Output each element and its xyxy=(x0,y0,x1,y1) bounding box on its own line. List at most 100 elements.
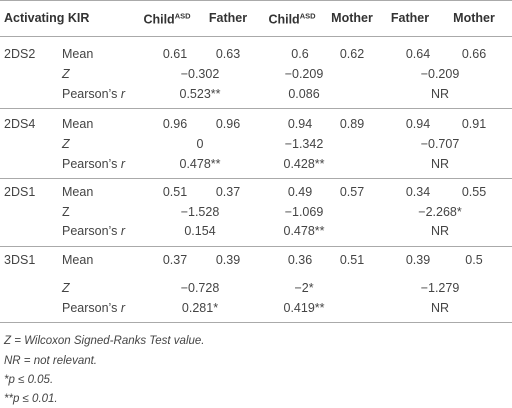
rule xyxy=(0,108,512,109)
header-cell: ChildASD xyxy=(268,9,315,28)
cell: 0.49 xyxy=(287,185,313,199)
cell: 0.39 xyxy=(215,253,241,267)
row-label-text: Mean xyxy=(62,117,94,131)
header-text: Child xyxy=(143,12,175,27)
cell: 0.94 xyxy=(405,117,431,131)
cell: −1.342 xyxy=(284,137,324,151)
row-label-text: Mean xyxy=(62,253,94,267)
cell: 0.154 xyxy=(184,224,216,238)
header-text: Father xyxy=(390,11,430,25)
cell: 0.57 xyxy=(339,185,365,199)
row-label-text: Z xyxy=(62,281,70,295)
row-label-text: Z xyxy=(62,67,70,81)
header-cell: Mother xyxy=(453,11,495,25)
cell: 0.6 xyxy=(291,47,309,61)
cell: 0.66 xyxy=(461,47,487,61)
row-label: Z xyxy=(62,136,70,152)
header-cell: Father xyxy=(391,10,429,26)
header-cell: ChildASD xyxy=(143,9,190,28)
row-label: Z xyxy=(62,204,70,220)
rule xyxy=(0,322,512,323)
cell: 0.62 xyxy=(339,47,365,61)
row-label-em: r xyxy=(120,157,126,171)
cell: 0.94 xyxy=(287,117,313,131)
header-sup: ASD xyxy=(299,11,316,21)
cell: 0 xyxy=(196,137,204,151)
cell: 0.086 xyxy=(288,87,320,101)
cell: 0.36 xyxy=(287,253,313,267)
cell: 0.478** xyxy=(179,157,221,171)
row-label-text: Pearson’s xyxy=(62,301,118,315)
row-label: Pearson’s r xyxy=(62,223,125,239)
row-label: Pearson’s r xyxy=(62,156,125,172)
cell: 0.428** xyxy=(283,157,325,171)
cell: 0.5 xyxy=(465,253,483,267)
cell: NR xyxy=(430,157,450,171)
cell: 0.37 xyxy=(162,253,188,267)
cell: 0.51 xyxy=(339,253,365,267)
cell: 0.37 xyxy=(215,185,241,199)
row-label-text: Mean xyxy=(62,47,94,61)
row-label-text: Z xyxy=(62,137,70,151)
row-label: Pearson’s r xyxy=(62,300,125,316)
header-cell: Activating KIR xyxy=(4,11,90,25)
cell: 0.281* xyxy=(181,301,219,315)
rule xyxy=(0,178,512,179)
row-label-text: Z xyxy=(62,205,70,219)
cell: 0.523** xyxy=(179,87,221,101)
row-label: Z xyxy=(62,280,70,296)
row-label-em: r xyxy=(120,224,126,238)
cell: −1.069 xyxy=(284,205,324,219)
cell: −1.279 xyxy=(420,281,460,295)
group-name: 2DS2 xyxy=(4,47,36,61)
cell: 0.96 xyxy=(162,117,188,131)
header-cell: Mother xyxy=(331,11,373,25)
cell: 0.34 xyxy=(405,185,431,199)
cell: −0.302 xyxy=(180,67,220,81)
cell: 0.64 xyxy=(405,47,431,61)
row-label-text: Pearson’s xyxy=(62,224,118,238)
cell: 0.39 xyxy=(405,253,431,267)
row-label-text: Pearson’s xyxy=(62,87,118,101)
cell: NR xyxy=(430,87,450,101)
row-label: Mean xyxy=(62,252,93,268)
header-text: Child xyxy=(268,12,300,27)
cell: −2* xyxy=(294,281,314,295)
cell: 0.63 xyxy=(215,47,241,61)
footnote: **p ≤ 0.01. xyxy=(4,393,58,405)
group-name: 2DS1 xyxy=(4,185,36,199)
rule xyxy=(0,36,512,37)
cell: −0.728 xyxy=(180,281,220,295)
row-label-em: r xyxy=(120,301,126,315)
rule xyxy=(0,246,512,247)
rule xyxy=(0,0,512,1)
cell: −0.209 xyxy=(420,67,460,81)
cell: 0.55 xyxy=(461,185,487,199)
cell: −1.528 xyxy=(180,205,220,219)
row-label: Mean xyxy=(62,116,93,132)
group-name: 2DS4 xyxy=(4,117,36,131)
cell: −0.209 xyxy=(284,67,324,81)
footnote: *p ≤ 0.05. xyxy=(4,374,54,386)
cell: 0.478** xyxy=(283,224,325,238)
row-label: Mean xyxy=(62,46,93,62)
header-sup: ASD xyxy=(174,11,191,21)
cell: 0.89 xyxy=(339,117,365,131)
row-label-text: Pearson’s xyxy=(62,157,118,171)
cell: NR xyxy=(430,301,450,315)
row-label: Z xyxy=(62,66,70,82)
cell: NR xyxy=(430,224,450,238)
cell: 0.91 xyxy=(461,117,487,131)
row-label-em: r xyxy=(120,87,126,101)
group-name: 3DS1 xyxy=(4,253,36,267)
cell: −2.268* xyxy=(418,205,462,219)
row-label-text: Mean xyxy=(62,185,94,199)
footnote: NR = not relevant. xyxy=(4,355,98,367)
cell: 0.96 xyxy=(215,117,241,131)
cell: −0.707 xyxy=(420,137,460,151)
header-cell: Father xyxy=(208,11,248,25)
cell: 0.51 xyxy=(162,185,188,199)
footnote: Z = Wilcoxon Signed-Ranks Test value. xyxy=(4,335,205,347)
cell: 0.419** xyxy=(283,301,325,315)
